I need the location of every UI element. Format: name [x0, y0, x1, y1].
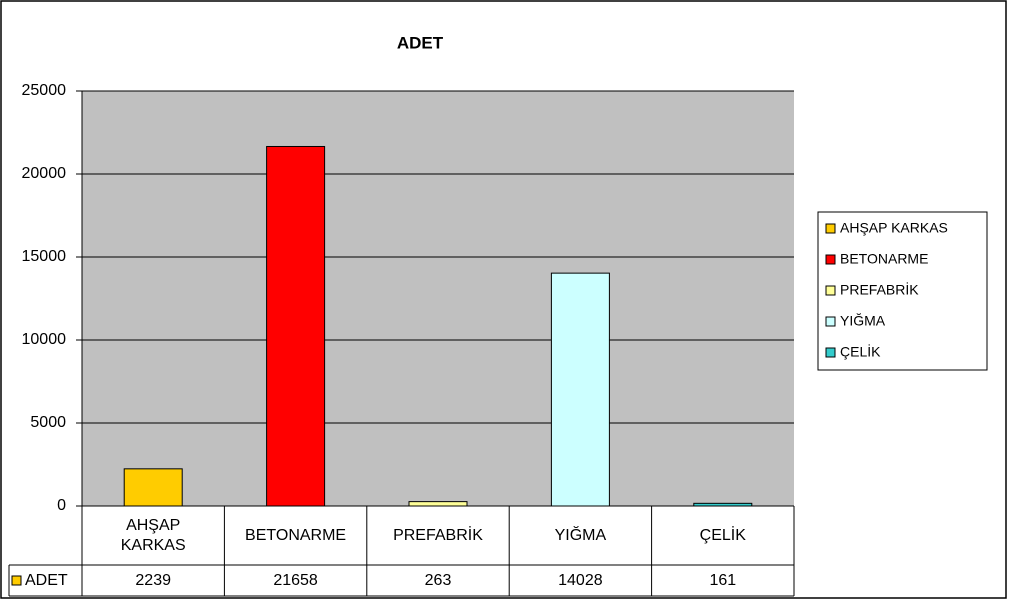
- legend-label: ÇELİK: [840, 343, 881, 360]
- table-value-box: 161: [709, 571, 737, 589]
- legend-box: [817, 211, 988, 371]
- bar: [266, 145, 326, 507]
- legend-swatch: [825, 223, 836, 234]
- table-value-box: 263: [424, 571, 452, 589]
- legend-swatch: [825, 254, 836, 265]
- table-value: 263: [424, 571, 452, 589]
- x-tick-label-box: ÇELİK: [699, 526, 746, 544]
- y-tick-label: 15000: [22, 248, 67, 265]
- bar: [123, 468, 183, 507]
- legend-swatch: [825, 316, 836, 327]
- chart-title: ADET: [397, 33, 444, 52]
- y-tick-label: 20000: [22, 165, 67, 182]
- legend-label: PREFABRİK: [840, 281, 919, 298]
- y-tick-label: 10000: [22, 331, 67, 348]
- table-series-name: ADET: [25, 572, 68, 589]
- x-tick-label: BETONARME: [245, 526, 347, 544]
- table-value-box: 21658: [273, 571, 318, 589]
- legend-swatch: [825, 347, 836, 358]
- plot-area: [82, 91, 794, 506]
- legend-swatch: [825, 285, 836, 296]
- x-tick-label: PREFABRİK: [393, 526, 483, 544]
- table-value: 2239: [135, 571, 171, 589]
- legend-label: AHŞAP KARKAS: [840, 220, 948, 236]
- y-tick-label: 0: [57, 497, 66, 514]
- table-value: 14028: [558, 571, 603, 589]
- x-tick-label-box: YIĞMA: [554, 526, 607, 544]
- x-tick-label-box: PREFABRİK: [393, 526, 483, 544]
- x-tick-label: ÇELİK: [699, 526, 746, 544]
- x-tick-label-box: BETONARME: [245, 526, 347, 544]
- bar: [550, 272, 610, 507]
- x-tick-label: YIĞMA: [554, 526, 607, 544]
- table-swatch: [11, 575, 22, 586]
- legend-label: BETONARME: [840, 251, 928, 267]
- table-value-box: 2239: [135, 571, 171, 589]
- x-tick-label: AHŞAP KARKAS: [120, 516, 186, 554]
- table-value: 21658: [273, 571, 318, 589]
- y-tick-label: 25000: [22, 82, 67, 99]
- table-value-box: 14028: [558, 571, 603, 589]
- y-tick-label: 5000: [30, 414, 66, 431]
- x-tick-label-box: AHŞAP KARKAS: [120, 516, 186, 554]
- table-value: 161: [709, 571, 737, 589]
- legend-label: YIĞMA: [840, 313, 886, 329]
